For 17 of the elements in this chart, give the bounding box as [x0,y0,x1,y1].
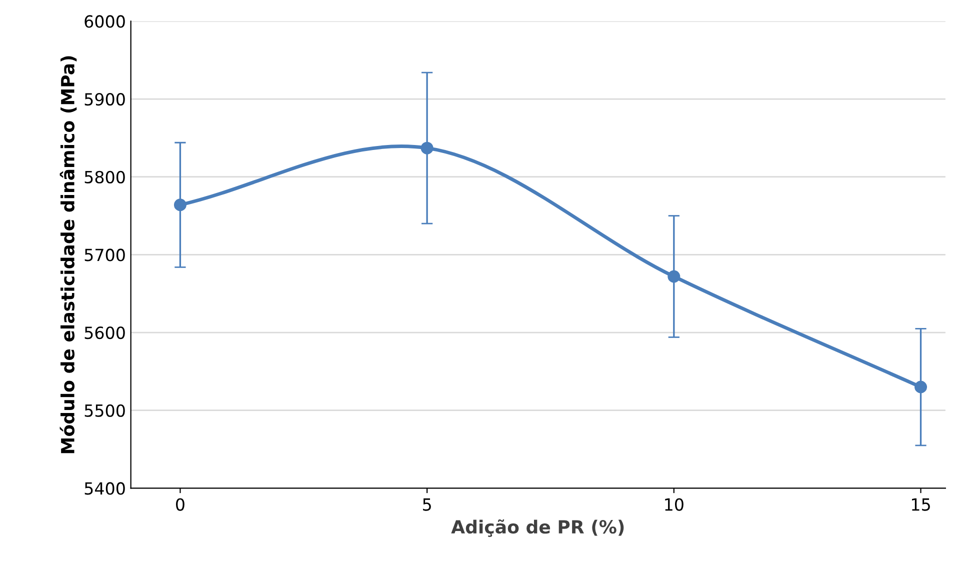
point [174,198,186,212]
y-tick-label: 5700 [84,248,125,262]
y-tick-label: 6000 [84,15,125,28]
point [420,142,434,154]
x-tick-label: 15 [912,498,930,511]
x-tick-label: 10 [665,498,684,511]
x-axis-title: Adição de PR (%) [451,519,624,537]
point [914,380,928,394]
y-tick-label: 5500 [84,404,125,417]
x-tick-label: 0 [176,498,184,511]
y-axis-title: Módulo de elasticidade dinâmico (MPa) [60,56,77,454]
y-tick-label: 5400 [84,482,125,495]
y-tick-label: 5800 [84,170,125,184]
point [668,270,680,283]
y-tick-label: 5900 [84,92,125,106]
x-tick-label: 5 [423,498,431,511]
y-tick-label: 5600 [84,326,125,340]
